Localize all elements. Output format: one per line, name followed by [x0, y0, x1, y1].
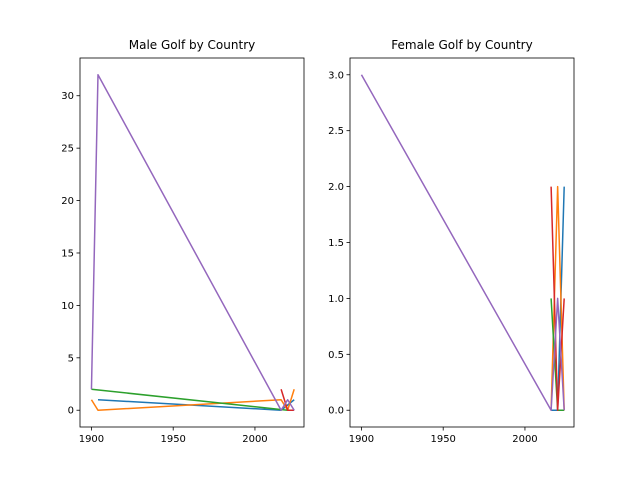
- male-y-tick-label: 20: [61, 196, 74, 207]
- female-y-tick-label: 1.5: [328, 238, 344, 249]
- female-x-tick-label: 2000: [512, 434, 537, 445]
- male-y-tick-label: 15: [61, 248, 74, 259]
- male-x-tick-label: 1900: [79, 434, 104, 445]
- male-y-tick-label: 25: [61, 144, 74, 155]
- male-y-tick-label: 5: [68, 353, 74, 364]
- female-series-layer: [360, 74, 565, 411]
- male-x-tick-label: 2000: [242, 434, 267, 445]
- male-y-tick-label: 0: [68, 406, 74, 417]
- male-y-tick-label: 10: [61, 301, 74, 312]
- male-axes-frame: [79, 57, 305, 428]
- male-series-line-3: [91, 388, 288, 411]
- male-golf-chart: Male Golf by Country 1900 1950 2000 0 5 10 15 2…: [61, 38, 305, 445]
- female-y-tick-label: 0.0: [328, 406, 344, 417]
- female-y-tick-label: 0.5: [328, 350, 344, 361]
- female-axes-layer: 1900 1950 2000 0.0 0.5 1.0 1.5 2.0 2.5 3.0: [328, 57, 575, 445]
- male-series-line-4: [280, 389, 295, 411]
- female-y-tick-label: 1.0: [328, 294, 344, 305]
- female-chart-title: Female Golf by Country: [391, 38, 532, 52]
- female-x-tick-label: 1950: [430, 434, 455, 445]
- male-chart-title: Male Golf by Country: [129, 38, 255, 52]
- female-y-tick-label: 2.0: [328, 182, 344, 193]
- female-x-tick-label: 1900: [349, 434, 374, 445]
- female-y-tick-label: 3.0: [328, 70, 344, 81]
- female-y-tick-label: 2.5: [328, 126, 344, 137]
- female-series-line-4: [550, 186, 565, 411]
- male-series-line-5: [90, 74, 295, 411]
- male-axes-layer: 1900 1950 2000 0 5 10 15 20 25 30: [61, 57, 305, 445]
- female-series-line-5: [360, 74, 565, 411]
- male-series-layer: [90, 74, 295, 411]
- male-y-tick-label: 30: [61, 91, 74, 102]
- female-golf-chart: Female Golf by Country 1900 1950 2000 0.0 0.…: [328, 38, 575, 445]
- male-x-tick-label: 1950: [160, 434, 185, 445]
